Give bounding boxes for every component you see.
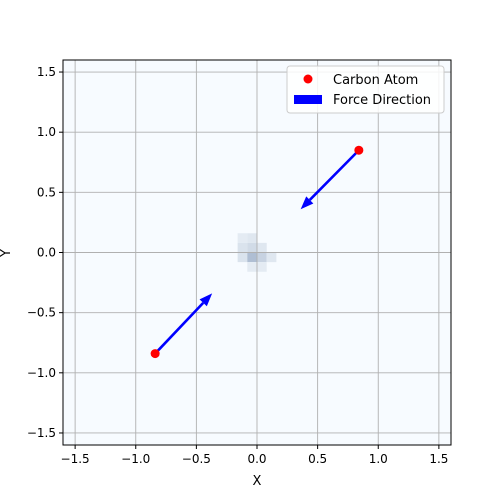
carbon-atom-point (354, 145, 364, 155)
density-cell (257, 242, 267, 253)
y-axis-ticks: −1.5 −1.0 −0.5 0.0 0.5 1.0 1.5 (27, 65, 63, 440)
legend-force-label: Force Direction (333, 93, 431, 108)
x-axis-ticks: −1.5 −1.0 −0.5 0.0 0.5 1.0 1.5 (61, 445, 448, 466)
carbon-atom-point (150, 349, 160, 359)
x-tick-label: 1.0 (369, 452, 388, 466)
y-tick-label: −0.5 (27, 306, 56, 320)
force-arrows (154, 149, 360, 355)
density-cell (247, 233, 257, 243)
y-tick-label: 1.0 (37, 125, 56, 139)
y-tick-label: −1.0 (27, 366, 56, 380)
legend-box (286, 65, 445, 114)
legend-carbon-label: Carbon Atom (333, 73, 418, 88)
x-tick-label: −0.5 (182, 452, 211, 466)
x-tick-label: −1.5 (61, 452, 90, 466)
y-tick-label: 0.5 (37, 185, 56, 199)
density-cell (247, 262, 257, 272)
atom-points (150, 145, 364, 359)
y-tick-label: 0.0 (37, 246, 56, 260)
legend: Carbon Atom Force Direction (286, 65, 445, 114)
x-tick-label: 0.0 (247, 452, 266, 466)
density-cell (257, 252, 267, 263)
y-axis-label: Y (0, 249, 14, 258)
density-cell (257, 262, 267, 272)
density-heatmap (237, 233, 277, 272)
density-cell (266, 252, 277, 263)
force-arrow-head (199, 293, 213, 307)
y-tick-label: 1.5 (37, 65, 56, 79)
density-cell (237, 233, 248, 243)
legend-carbon-marker (303, 74, 313, 84)
force-arrow-shaft (308, 149, 360, 201)
density-cell (247, 242, 257, 253)
x-axis-label: X (253, 474, 262, 489)
density-cell (237, 252, 248, 263)
legend-force-marker (294, 95, 322, 104)
x-tick-label: −1.0 (121, 452, 150, 466)
density-cell (237, 242, 248, 253)
y-tick-label: −1.5 (27, 426, 56, 440)
grid-lines (63, 60, 451, 445)
force-arrow-head (300, 196, 314, 210)
force-arrow-shaft (154, 301, 205, 355)
x-tick-label: 0.5 (308, 452, 327, 466)
x-tick-label: 1.5 (429, 452, 448, 466)
density-cell (247, 252, 257, 263)
